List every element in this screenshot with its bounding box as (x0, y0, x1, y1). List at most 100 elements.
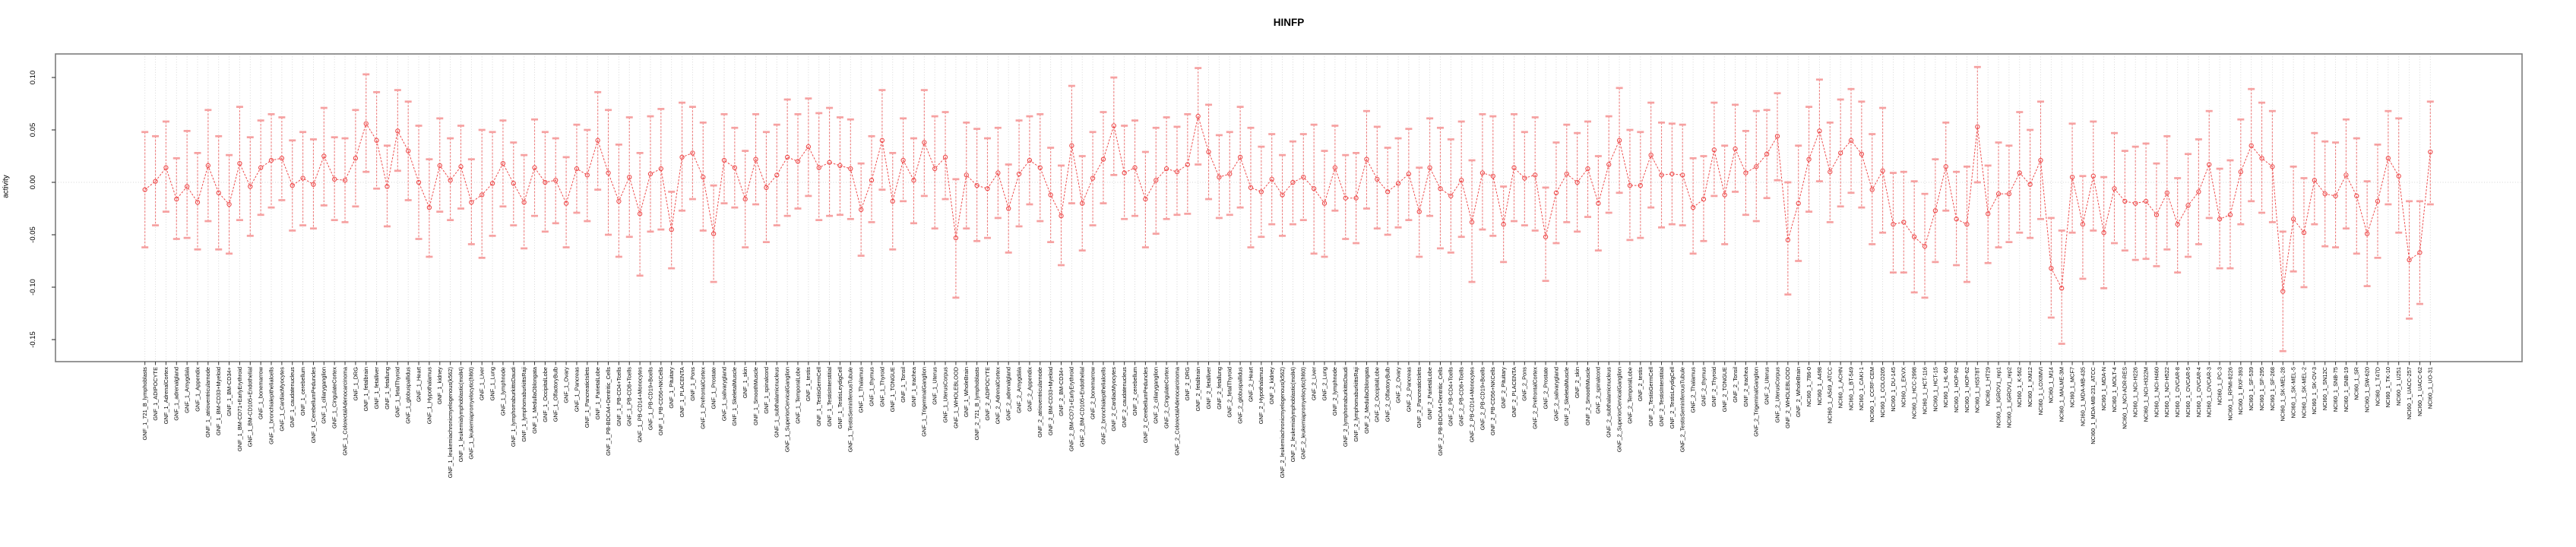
x-tick-label: GNF_1_kidney (436, 367, 443, 405)
data-point (1986, 211, 1991, 217)
x-tick-label: GNF_2_fetalliver (1205, 366, 1212, 409)
data-point (174, 196, 179, 202)
data-point (1248, 185, 1254, 191)
x-tick-label: GNF_2_adrenalgland (1005, 367, 1012, 421)
data-point (2259, 156, 2264, 161)
x-tick-label: NCI60_1_HOP-92 (1953, 367, 1960, 413)
data-point (1606, 162, 1612, 167)
x-tick-label: GNF_1_lymphomaburkittsDaudi (510, 367, 517, 447)
x-tick-label: GNF_1_Appendix (194, 367, 201, 412)
data-point (1638, 182, 1643, 188)
x-tick-label: GNF_1_Thalamus (858, 367, 865, 413)
data-point (1154, 178, 1159, 183)
x-tick-label: GNF_2_ciliaryganglion (1153, 367, 1160, 424)
x-tick-label: GNF_1_TrigeminalGanglion (921, 367, 928, 437)
data-point (2428, 149, 2433, 155)
data-point (1722, 192, 1727, 198)
data-point (890, 198, 895, 204)
data-point (785, 154, 790, 160)
data-point (290, 182, 295, 188)
x-tick-label: NCI60_1_KM12 (2027, 367, 2033, 407)
data-point (1206, 149, 1211, 155)
x-tick-label: NCI60_1_NCI-H522 (2163, 367, 2170, 417)
data-point (1585, 166, 1590, 172)
data-point (911, 178, 916, 183)
x-tick-label: GNF_1_TONGUE (889, 367, 896, 412)
data-point (1785, 237, 1790, 243)
x-tick-label: GNF_2_Lung (1321, 367, 1328, 400)
data-point (1912, 234, 1917, 239)
x-tick-label: GNF_1_Prostate (710, 367, 717, 409)
x-tick-label: GNF_2_CingulateCortex (1163, 367, 1169, 428)
data-point (1553, 190, 1559, 195)
x-tick-label: GNF_1_721_B_lymphoblasts (141, 367, 148, 441)
data-point (1269, 176, 1274, 182)
data-point (332, 176, 337, 182)
error-bars (141, 65, 2434, 353)
x-tick-label: GNF_1_BM-CD33+Myeloid (215, 367, 222, 435)
x-tick-label: NCI60_1_UACC-62 (2416, 367, 2423, 416)
x-tick-label: GNF_1_Ovary (562, 367, 569, 403)
x-tick-label: NCI60_1_HOP-62 (1964, 367, 1970, 413)
x-tick-label: GNF_2_PLACENTA (1511, 367, 1517, 417)
data-point (1880, 168, 1885, 173)
x-tick-label: GNF_1_ciliaryganglion (321, 367, 328, 424)
y-tick-label: -0.05 (29, 226, 37, 243)
x-tick-label: GNF_1_lymphomaburkittsRaji (521, 367, 527, 442)
x-tick-label: GNF_2_TONGUE (1721, 367, 1728, 412)
data-point (2385, 156, 2391, 161)
x-tick-label: GNF_1_TestisSeminiferousTubule (847, 367, 854, 452)
x-tick-label: GNF_2_Uterus (1763, 367, 1770, 405)
x-tick-label: GNF_1_PrefrontalCortex (700, 367, 707, 429)
data-point (416, 179, 422, 185)
data-point (2196, 189, 2201, 194)
data-point (721, 157, 727, 163)
x-axis: GNF_1_721_B_lymphoblasts GNF_1_ADIPOCYTE G… (141, 362, 2434, 478)
x-tick-label: GNF_2_PB-CD56+NKCells (1489, 367, 1496, 435)
data-point (395, 128, 400, 134)
data-point (774, 172, 780, 178)
x-tick-label: NCI60_1_U251 (2395, 367, 2402, 406)
x-tick-label: GNF_1_atrioventricularnode (204, 367, 211, 438)
data-point (2069, 174, 2075, 180)
data-point (595, 138, 600, 143)
data-point (1511, 165, 1517, 170)
data-point (1311, 186, 1317, 191)
data-point (1343, 195, 1348, 201)
data-point (869, 178, 875, 183)
x-tick-label: NCI60_1_IGROV1_rep2 (2005, 367, 2012, 428)
data-point (1543, 234, 1549, 239)
x-tick-label: GNF_2_TestisLeydigCell (1669, 367, 1676, 429)
x-tick-label: GNF_1_PancreaticIslets (584, 367, 590, 428)
x-tick-label: GNF_2_BM-CD105+Endothelial (1079, 367, 1086, 447)
data-point (1237, 154, 1243, 160)
data-point (1764, 151, 1770, 157)
x-tick-label: GNF_1_PB-CD14+Monocytes (636, 367, 643, 443)
data-point (805, 144, 812, 150)
x-tick-label: NCI60_1_MCF7 (2068, 367, 2075, 407)
data-point (532, 165, 537, 170)
data-point (1754, 164, 1759, 169)
x-tick-label: GNF_2_caudatenucleus (1121, 367, 1128, 428)
data-point (1954, 217, 1959, 222)
x-tick-label: GNF_1_Thyroid (878, 367, 885, 407)
x-tick-label: GNF_1_testis (805, 367, 812, 401)
x-tick-label: NCI60_1_A498 (1816, 367, 1823, 406)
data-point (701, 174, 706, 180)
x-tick-label: GNF_1_thymus (868, 367, 875, 406)
data-point (2006, 191, 2012, 197)
data-point (1922, 244, 1928, 249)
data-point (184, 184, 190, 189)
x-tick-label: GNF_1_OccipitalLobe (542, 367, 549, 422)
data-point (1438, 186, 1443, 191)
data-point (353, 156, 359, 161)
data-point (900, 157, 906, 163)
x-tick-label: GNF_1_OlfactoryBulb (552, 367, 559, 422)
data-point (1258, 189, 1264, 194)
data-point (2227, 212, 2233, 217)
data-point (1596, 201, 1601, 206)
data-point (2270, 164, 2275, 169)
x-tick-label: GNF_1_spinalcord (763, 367, 770, 414)
x-tick-label: NCI60_1_UACC-257 (2406, 367, 2413, 419)
data-point (1353, 195, 1359, 201)
